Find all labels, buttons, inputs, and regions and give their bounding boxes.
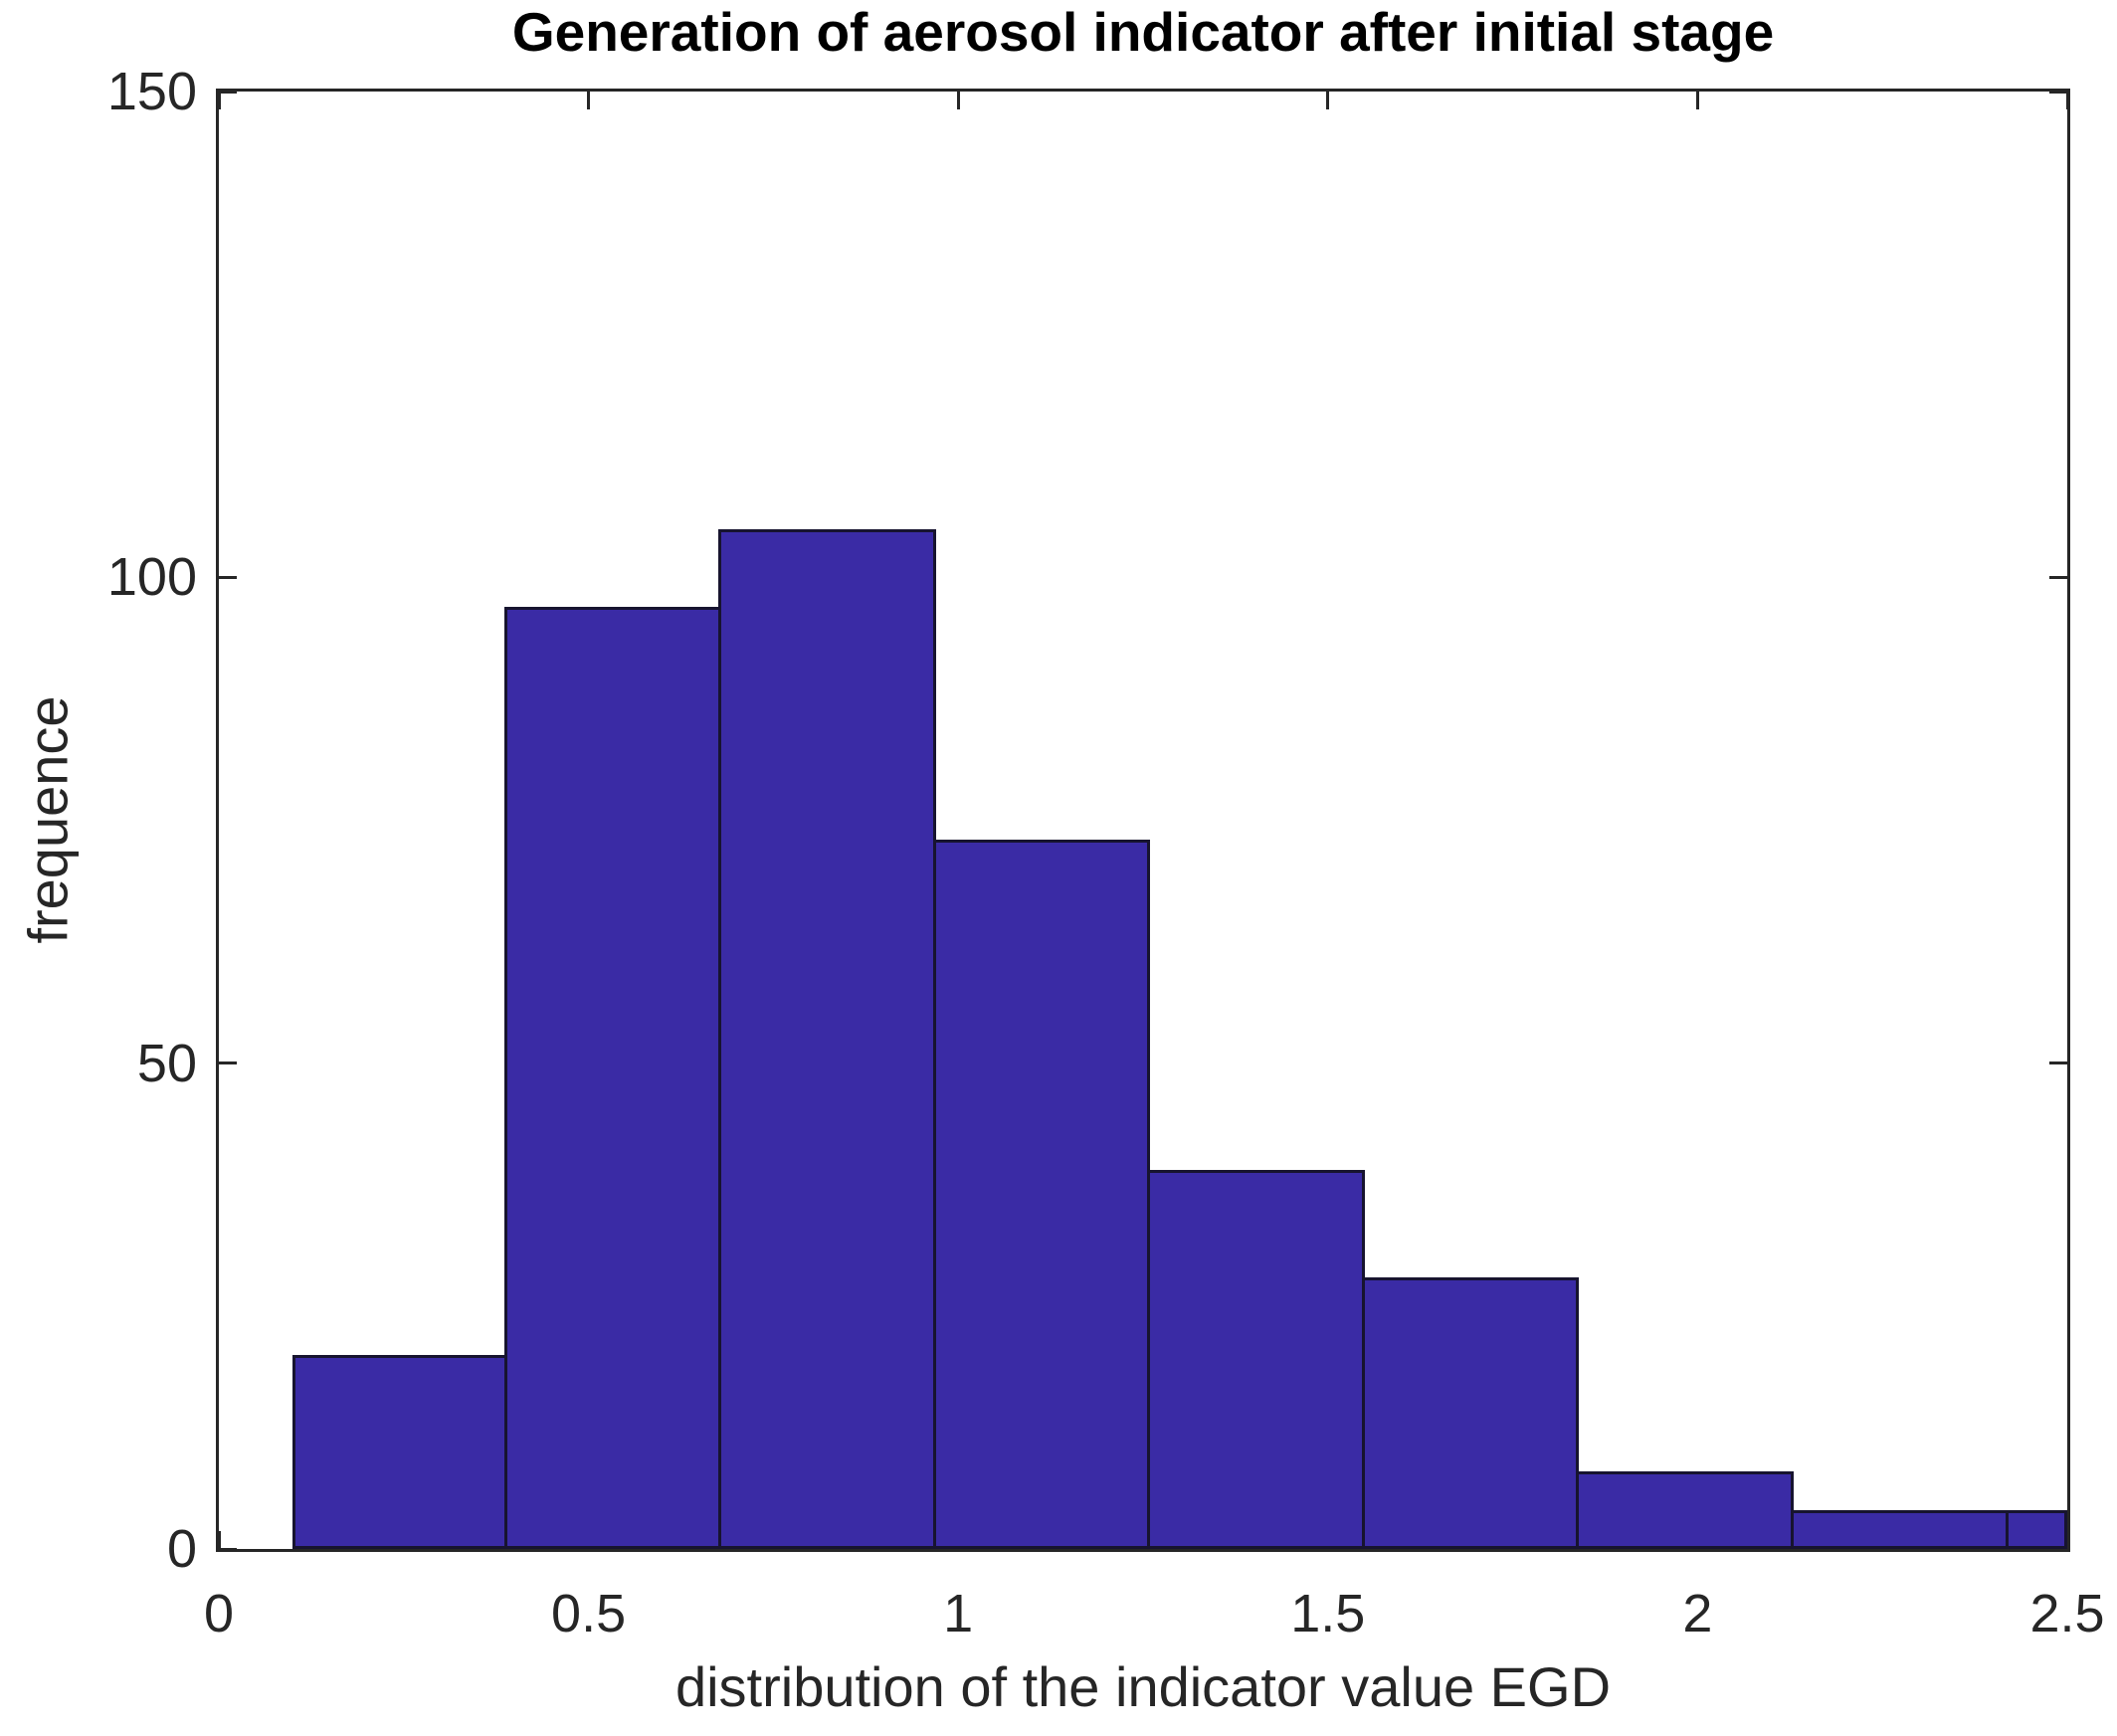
y-tick-mark (2049, 1547, 2067, 1551)
y-tick-label: 50 (136, 1033, 197, 1093)
histogram-bar (1147, 1170, 1365, 1549)
chart-title: Generation of aerosol indicator after in… (511, 1, 1775, 63)
x-tick-label: 0 (203, 1584, 235, 1643)
y-tick-mark (219, 1061, 237, 1065)
y-tick-mark (2049, 1061, 2067, 1065)
y-tick-label: 100 (106, 547, 197, 608)
y-tick-mark (2049, 575, 2067, 579)
y-tick-label: 150 (106, 62, 197, 121)
histogram-bar (1791, 1509, 2009, 1549)
x-tick-label: 0.5 (551, 1584, 627, 1643)
histogram-bar (932, 840, 1151, 1549)
histogram-bar (292, 1354, 507, 1549)
x-tick-mark (587, 92, 591, 109)
x-tick-mark (2065, 1531, 2069, 1549)
x-tick-mark (1326, 92, 1330, 109)
x-tick-mark (2065, 92, 2069, 109)
plot-area (216, 89, 2070, 1552)
y-tick-mark (2049, 90, 2067, 94)
y-tick-mark (219, 1547, 237, 1551)
x-axis-label: distribution of the indicator value EGD (674, 1655, 1612, 1718)
x-tick-mark (217, 92, 221, 109)
y-tick-mark (219, 90, 237, 94)
x-tick-mark (217, 1531, 221, 1549)
x-tick-mark (956, 92, 960, 109)
x-tick-label: 2.5 (2029, 1584, 2105, 1643)
x-tick-label: 2 (1682, 1584, 1713, 1643)
y-tick-mark (219, 575, 237, 579)
x-tick-label: 1 (943, 1584, 974, 1643)
histogram-bar (1361, 1276, 1580, 1549)
y-axis-label: frequence (16, 695, 80, 944)
histogram-bar (718, 528, 936, 1549)
x-tick-mark (1695, 92, 1699, 109)
y-tick-label: 0 (166, 1519, 197, 1579)
histogram-bar (1576, 1470, 1794, 1549)
histogram-bar (503, 606, 722, 1549)
x-tick-label: 1.5 (1290, 1584, 1366, 1643)
histogram-bar (2005, 1509, 2067, 1549)
